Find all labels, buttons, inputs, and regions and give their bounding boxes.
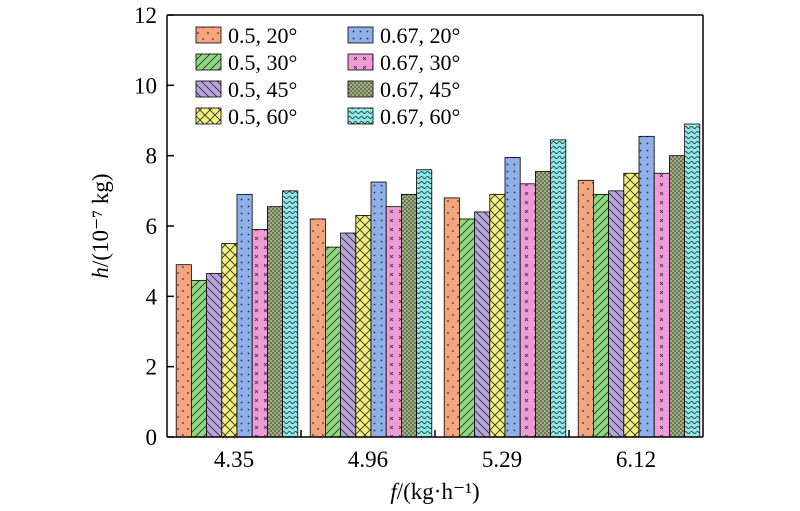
bar-5-1	[385, 206, 402, 438]
x-tick-label: 4.96	[348, 447, 388, 472]
x-tick-label: 6.12	[616, 447, 656, 472]
y-tick-label: 10	[134, 73, 157, 98]
legend: 0.5, 20°0.5, 30°0.5, 45°0.5, 60° 0.67, 20…	[195, 23, 460, 129]
legend-label: 0.5, 60°	[228, 104, 297, 129]
legend-label: 0.67, 45°	[380, 77, 460, 102]
legend-swatch	[347, 26, 374, 44]
bar-6-3	[669, 155, 686, 438]
y-tick-label: 0	[146, 425, 158, 450]
x-tick-label: 5.29	[482, 447, 522, 472]
bar-4-0	[236, 193, 253, 438]
bar-2-1	[340, 232, 357, 438]
y-ticks: 0 2 4 6 8 10 12	[134, 3, 174, 450]
legend-swatch	[195, 53, 222, 71]
bar-5-2	[519, 183, 536, 438]
bar-6-2	[535, 171, 552, 438]
bar-7-2	[550, 139, 567, 438]
legend-swatch	[347, 80, 374, 98]
legend-swatch	[347, 107, 374, 125]
x-ticks: 4.35 4.96 5.29 6.12	[214, 430, 656, 472]
bars-layer	[175, 123, 701, 438]
bar-7-3	[684, 123, 701, 438]
y-tick-label: 12	[134, 3, 157, 28]
bar-6-0	[266, 206, 283, 438]
bar-5-0	[251, 229, 268, 438]
bar-0-3	[577, 179, 594, 438]
legend-swatch	[195, 80, 222, 98]
y-tick-label: 4	[146, 284, 158, 309]
bar-5-3	[653, 172, 670, 438]
bar-2-2	[474, 211, 491, 438]
x-tick-label: 4.35	[214, 447, 254, 472]
bar-0-1	[309, 218, 326, 438]
bar-7-0	[282, 190, 299, 438]
bar-3-0	[221, 243, 238, 438]
bar-1-1	[324, 246, 341, 438]
bar-3-3	[623, 172, 640, 438]
y-axis-label: h/(10⁻⁷ kg)	[88, 173, 113, 278]
y-tick-label: 8	[146, 144, 158, 169]
legend-swatch	[347, 53, 374, 71]
legend-label: 0.5, 30°	[228, 50, 297, 75]
bar-3-1	[355, 215, 372, 438]
legend-label: 0.5, 45°	[228, 77, 297, 102]
bar-3-2	[489, 193, 506, 438]
legend-label: 0.67, 20°	[380, 23, 460, 48]
bar-0-0	[175, 264, 192, 438]
bar-4-1	[370, 181, 387, 438]
bar-2-3	[608, 190, 625, 438]
bar-7-1	[416, 169, 433, 438]
legend-label: 0.67, 60°	[380, 104, 460, 129]
y-tick-label: 6	[146, 214, 158, 239]
bar-1-3	[593, 193, 610, 438]
y-tick-label: 2	[146, 355, 158, 380]
legend-label: 0.67, 30°	[380, 50, 460, 75]
bar-2-0	[206, 273, 223, 438]
legend-swatch	[195, 26, 222, 44]
legend-swatch	[195, 107, 222, 125]
bar-1-0	[190, 280, 207, 438]
bar-4-2	[504, 157, 521, 438]
legend-label: 0.5, 20°	[228, 23, 297, 48]
bar-1-2	[458, 218, 475, 438]
bar-6-1	[400, 193, 417, 438]
x-axis-label: f/(kg·h⁻¹)	[390, 479, 479, 504]
bar-4-3	[638, 135, 655, 438]
bar-0-2	[443, 197, 460, 438]
